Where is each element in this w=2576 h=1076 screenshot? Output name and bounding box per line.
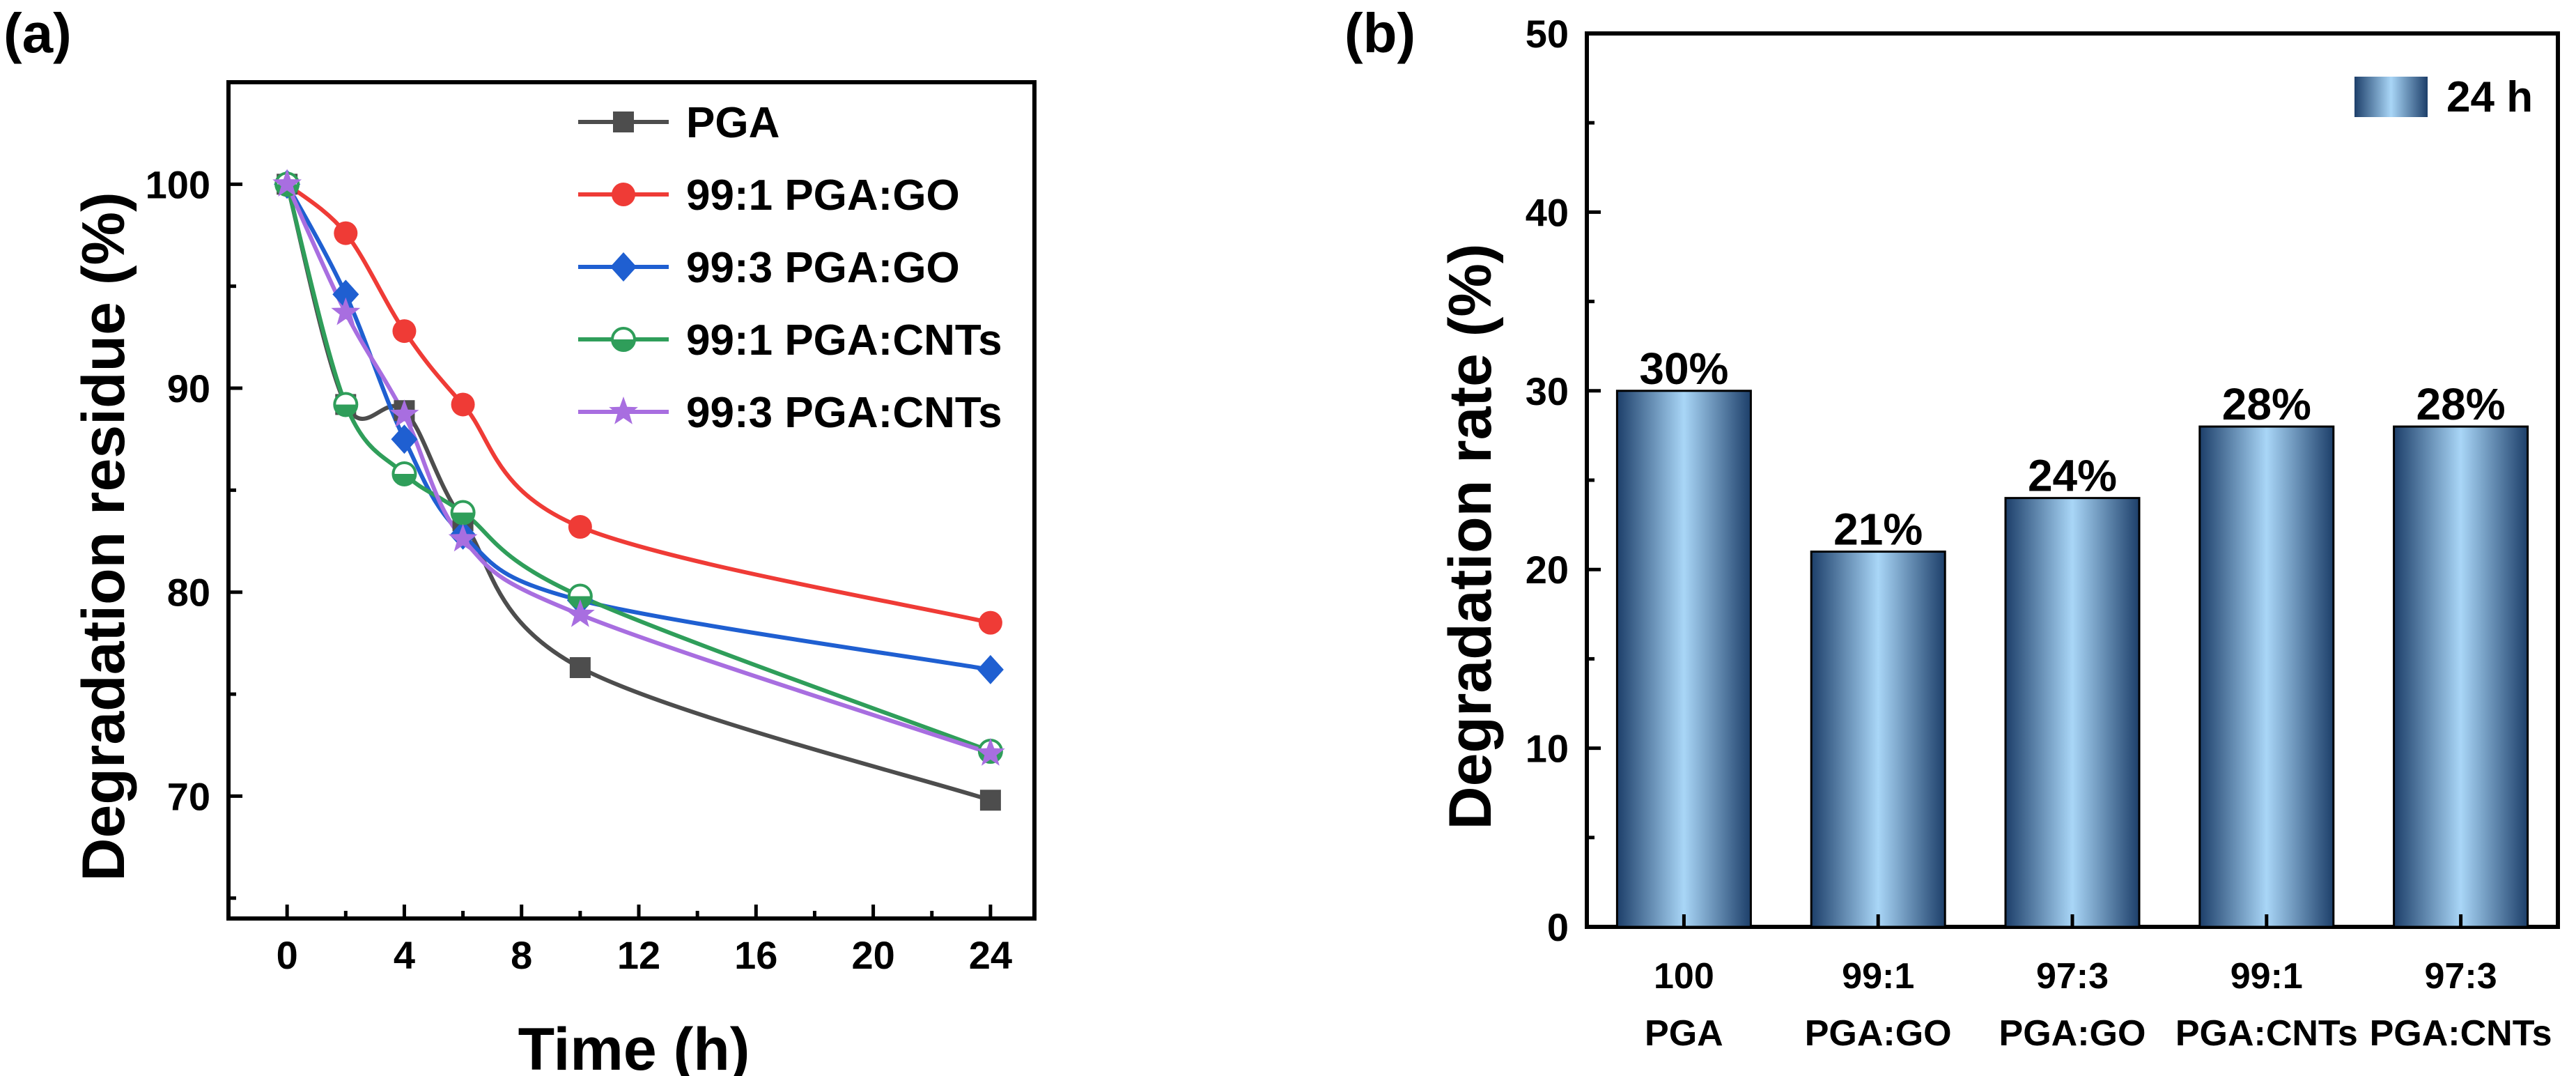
chart-b-bar-value-label: 30% (1639, 344, 1728, 394)
marker-fill (451, 512, 474, 524)
legend-marker (611, 327, 636, 352)
chart-b-bar (1615, 390, 1752, 928)
chart-b-category-label: PGA:GO (1805, 1013, 1952, 1054)
chart-a-data-point (978, 610, 1002, 635)
marker-fill (393, 473, 416, 485)
chart-b-y-tick-label: 50 (1526, 12, 1569, 56)
chart-a-data-point (391, 424, 418, 454)
chart-a-data-point (979, 790, 1001, 811)
chart-b-bar-value-label: 28% (2416, 379, 2506, 429)
chart-b-category-label: 97:3 (2036, 956, 2109, 997)
chart-a-data-point (568, 515, 592, 539)
chart-a-data-point (389, 399, 419, 427)
chart-b-category-label: 99:1 (1842, 956, 1914, 997)
chart-a-data-point (334, 221, 358, 245)
chart-b-plot: 0 10 20 30 40 50 30% 100 PGA 21% 99:1 PGA:GO 24% 97:3… (1526, 12, 2560, 1054)
chart-a-x-axis-title: Time (h) (518, 1016, 750, 1076)
chart-b-category-label: PGA:GO (1999, 1013, 2146, 1054)
legend-entry-label: 99:3 PGA:GO (686, 244, 960, 292)
chart-a-frame (226, 80, 1037, 921)
legend-marker (613, 112, 634, 132)
chart-a-x-tick-label: 16 (734, 933, 777, 977)
chart-a-x-tick-label: 4 (394, 933, 415, 977)
chart-b-category-label: PGA:CNTs (2175, 1013, 2358, 1054)
legend-entry-label: 99:3 PGA:CNTs (686, 389, 1002, 437)
chart-a-x-tick-label: 20 (851, 933, 894, 977)
chart-b-bar (1810, 551, 1946, 928)
chart-a-plot: 0 4 8 12 16 20 24 70 80 90 100 PGA 99:1 PGA:GO 99:3 P… (146, 80, 1037, 977)
panel-label-b: (b) (1344, 2, 1415, 64)
chart-a-data-point (272, 169, 302, 197)
chart-a-data-point (569, 657, 591, 678)
chart-b-bar-value-label: 24% (2028, 451, 2117, 501)
chart-b-category-label: 97:3 (2425, 956, 2497, 997)
chart-a-data-point (392, 319, 417, 344)
chart-b-category-label: 100 (1654, 956, 1714, 997)
chart-a-x-tick-label: 12 (617, 933, 660, 977)
chart-a-y-axis-title: Degradation residue (%) (70, 192, 137, 881)
chart-a-data-point (391, 461, 417, 486)
legend-entry-label: PGA (686, 99, 779, 147)
chart-b-bar-value-label: 28% (2222, 379, 2311, 429)
chart-b-y-tick-label: 0 (1547, 905, 1569, 949)
chart-b-bar (2004, 497, 2141, 928)
legend-entry-label: 99:1 PGA:GO (686, 171, 960, 220)
chart-a-y-tick-label: 80 (167, 571, 210, 615)
legend-marker (610, 252, 637, 282)
chart-a-data-point (451, 392, 475, 417)
chart-a-data-point (448, 523, 478, 552)
marker-fill (334, 404, 357, 416)
chart-a-y-tick-label: 70 (167, 774, 210, 818)
legend-swatch (2354, 77, 2428, 117)
chart-a-data-point (450, 500, 476, 525)
legend-entry-label: 99:1 PGA:CNTs (686, 316, 1002, 364)
chart-a-data-point (332, 279, 359, 309)
chart-a-data-point (565, 599, 595, 627)
chart-a-data-point (331, 297, 361, 325)
legend-marker (612, 183, 635, 206)
chart-b-bar (2198, 425, 2335, 928)
chart-b-y-tick-label: 40 (1526, 190, 1569, 234)
chart-a-legend: PGA 99:1 PGA:GO 99:3 PGA:GO 99:1 PGA:CNTs 99… (578, 99, 1002, 437)
chart-b-y-tick-label: 10 (1526, 727, 1569, 771)
chart-b-bar-value-label: 21% (1833, 505, 1923, 555)
chart-b-category-label: 99:1 (2230, 956, 2303, 997)
chart-a-x-tick-label: 24 (969, 933, 1012, 977)
legend-entry-label: 24 h (2446, 73, 2533, 121)
chart-b-legend: 24 h (2354, 73, 2533, 121)
chart-b-y-tick-label: 30 (1526, 369, 1569, 413)
chart-a-y-tick-label: 100 (146, 162, 210, 206)
panel-label-a: (a) (3, 2, 72, 64)
chart-a-x-tick-label: 8 (511, 933, 532, 977)
chart-a-data-point (977, 654, 1004, 684)
chart-a-y-tick-label: 90 (167, 367, 210, 410)
legend-marker (609, 397, 638, 424)
marker-fill (612, 339, 635, 351)
chart-a-x-tick-label: 0 (277, 933, 298, 977)
chart-a-data-point (976, 737, 1005, 766)
chart-b-category-label: PGA (1645, 1013, 1723, 1054)
chart-a-data-point (333, 392, 359, 417)
chart-b-category-label: PGA:CNTs (2370, 1013, 2552, 1054)
chart-b-bar (2393, 425, 2529, 928)
chart-b-y-axis-title: Degradation rate (%) (1437, 243, 1504, 829)
chart-b-y-tick-label: 20 (1526, 548, 1569, 592)
